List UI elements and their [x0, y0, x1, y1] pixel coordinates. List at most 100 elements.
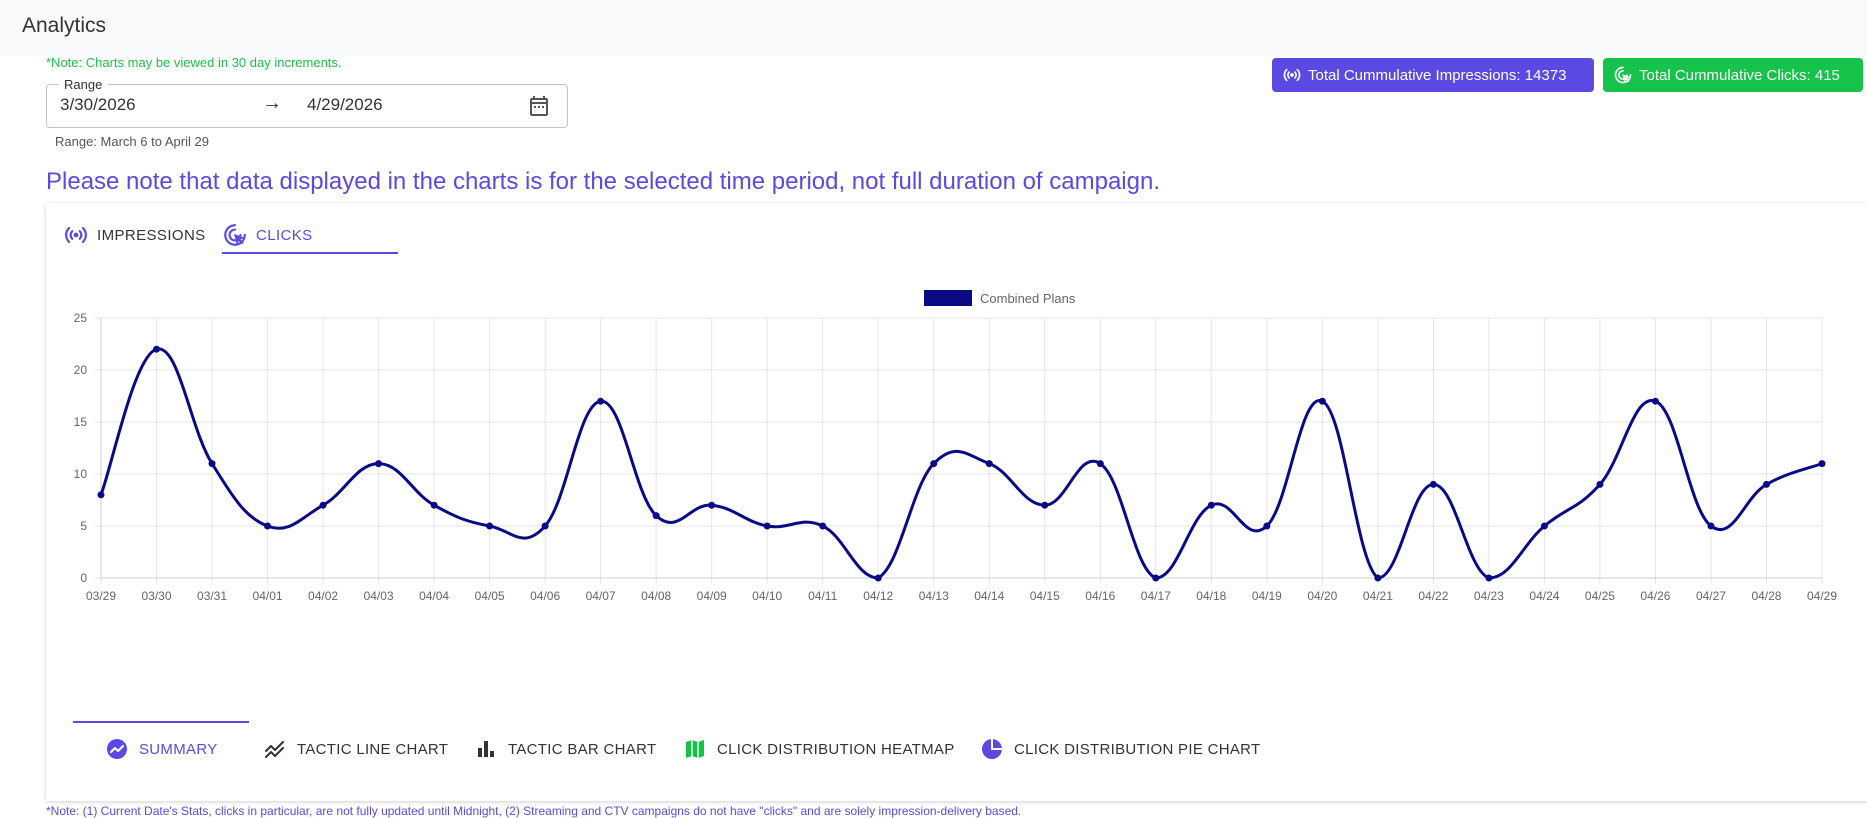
top-bar: Analytics — [0, 0, 1867, 56]
tab-tactic-line-chart[interactable]: TACTIC LINE CHART — [263, 734, 448, 764]
data-point[interactable] — [1318, 397, 1326, 405]
series-line-combined-plans — [99, 347, 1823, 580]
data-point[interactable] — [1041, 501, 1049, 509]
tab-tactic-line-chart-label: TACTIC LINE CHART — [297, 740, 449, 758]
total-impressions-button[interactable]: Total Cummulative Impressions: 14373 — [1272, 58, 1594, 92]
x-tick-label: 04/20 — [1307, 589, 1337, 603]
data-point[interactable] — [1429, 480, 1437, 488]
x-tick-label: 04/07 — [586, 589, 616, 603]
x-tick-label: 04/08 — [641, 589, 671, 603]
data-point[interactable] — [874, 574, 882, 582]
data-point[interactable] — [541, 522, 549, 530]
data-point[interactable] — [1707, 522, 1715, 530]
range-start-input[interactable]: 3/30/2026 — [60, 95, 136, 114]
data-point[interactable] — [1207, 501, 1215, 509]
data-point[interactable] — [264, 522, 272, 530]
x-tick-label: 04/19 — [1252, 589, 1282, 603]
data-point[interactable] — [375, 460, 383, 468]
data-point[interactable] — [1540, 522, 1548, 530]
data-point[interactable] — [1374, 574, 1382, 582]
y-tick-label: 15 — [74, 415, 88, 429]
range-end-input[interactable]: 4/29/2026 — [307, 95, 383, 114]
x-tick-label: 04/02 — [308, 589, 338, 603]
data-point[interactable] — [1485, 574, 1493, 582]
total-impressions-label: Total Cummulative Impressions: 14373 — [1308, 66, 1567, 84]
data-point[interactable] — [1096, 460, 1104, 468]
tab-click-distribution-heatmap[interactable]: CLICK DISTRIBUTION HEATMAP — [683, 734, 955, 764]
range-arrow-icon: → — [262, 92, 282, 114]
data-point[interactable] — [1263, 522, 1271, 530]
x-tick-label: 03/31 — [197, 589, 227, 603]
legend-swatch[interactable] — [924, 290, 972, 306]
x-tick-label: 04/27 — [1696, 589, 1726, 603]
data-point[interactable] — [985, 460, 993, 468]
x-tick-label: 04/23 — [1474, 589, 1504, 603]
data-point[interactable] — [1152, 574, 1160, 582]
x-tick-label: 04/10 — [752, 589, 782, 603]
tab-summary-label: SUMMARY — [139, 740, 218, 758]
data-point[interactable] — [1818, 460, 1826, 468]
data-point[interactable] — [1651, 397, 1659, 405]
y-tick-label: 25 — [74, 311, 88, 325]
tab-tactic-bar-chart-label: TACTIC BAR CHART — [508, 740, 657, 758]
x-tick-label: 04/24 — [1529, 589, 1559, 603]
x-tick-label: 04/03 — [364, 589, 394, 603]
date-range-picker[interactable] — [46, 84, 568, 128]
data-point[interactable] — [1596, 480, 1604, 488]
data-point[interactable] — [708, 501, 716, 509]
x-tick-label: 03/30 — [142, 589, 172, 603]
period-notice: Please note that data displayed in the c… — [46, 168, 1160, 195]
broadcast-icon — [1283, 68, 1301, 82]
x-tick-label: 04/12 — [863, 589, 893, 603]
active-bottom-tab-indicator — [73, 721, 249, 723]
data-point[interactable] — [319, 501, 327, 509]
page-title: Analytics — [22, 14, 107, 37]
data-point[interactable] — [97, 491, 105, 499]
y-tick-label: 10 — [74, 467, 88, 481]
data-point[interactable] — [930, 460, 938, 468]
data-point[interactable] — [763, 522, 771, 530]
line-chart-icon — [265, 741, 284, 758]
x-tick-label: 03/29 — [86, 589, 116, 603]
x-tick-label: 04/11 — [808, 589, 837, 603]
x-tick-label: 04/13 — [919, 589, 949, 603]
data-point[interactable] — [652, 512, 660, 520]
summary-chart-icon — [107, 739, 127, 759]
ads-click-icon — [1614, 66, 1632, 84]
total-clicks-button[interactable]: Total Cummulative Clicks: 415 — [1603, 58, 1863, 92]
data-point[interactable] — [153, 345, 161, 353]
data-point[interactable] — [430, 501, 438, 509]
tab-tactic-bar-chart[interactable]: TACTIC BAR CHART — [474, 734, 656, 764]
x-tick-label: 04/01 — [253, 589, 283, 603]
tab-clicks-label: CLICKS — [256, 226, 313, 244]
x-tick-label: 04/28 — [1751, 589, 1781, 603]
data-point[interactable] — [597, 397, 605, 405]
legend-label[interactable]: Combined Plans — [980, 291, 1076, 306]
x-tick-label: 04/06 — [530, 589, 560, 603]
y-tick-label: 0 — [80, 571, 87, 585]
x-tick-label: 04/26 — [1640, 589, 1670, 603]
tab-impressions-label: IMPRESSIONS — [97, 226, 206, 244]
pie-chart-icon — [981, 739, 1002, 760]
x-tick-label: 04/14 — [974, 589, 1004, 603]
tab-clicks[interactable]: CLICKS — [222, 215, 313, 255]
calendar-icon[interactable] — [527, 94, 551, 118]
data-point[interactable] — [1762, 480, 1770, 488]
map-icon — [686, 740, 704, 758]
data-point[interactable] — [819, 522, 827, 530]
x-tick-label: 04/25 — [1585, 589, 1615, 603]
x-tick-label: 04/17 — [1141, 589, 1171, 603]
x-tick-label: 04/21 — [1363, 589, 1393, 603]
active-tab-indicator — [222, 252, 398, 254]
data-point[interactable] — [208, 460, 216, 468]
tab-click-distribution-heatmap-label: CLICK DISTRIBUTION HEATMAP — [717, 740, 955, 758]
tab-impressions[interactable]: IMPRESSIONS — [63, 215, 206, 255]
y-tick-label: 20 — [74, 363, 88, 377]
x-tick-label: 04/15 — [1030, 589, 1060, 603]
data-point[interactable] — [486, 522, 494, 530]
x-tick-label: 04/22 — [1418, 589, 1448, 603]
tab-click-distribution-pie-chart[interactable]: CLICK DISTRIBUTION PIE CHART — [980, 734, 1261, 764]
tab-summary[interactable]: SUMMARY — [105, 734, 218, 764]
x-tick-label: 04/04 — [419, 589, 449, 603]
x-tick-label: 04/16 — [1085, 589, 1115, 603]
